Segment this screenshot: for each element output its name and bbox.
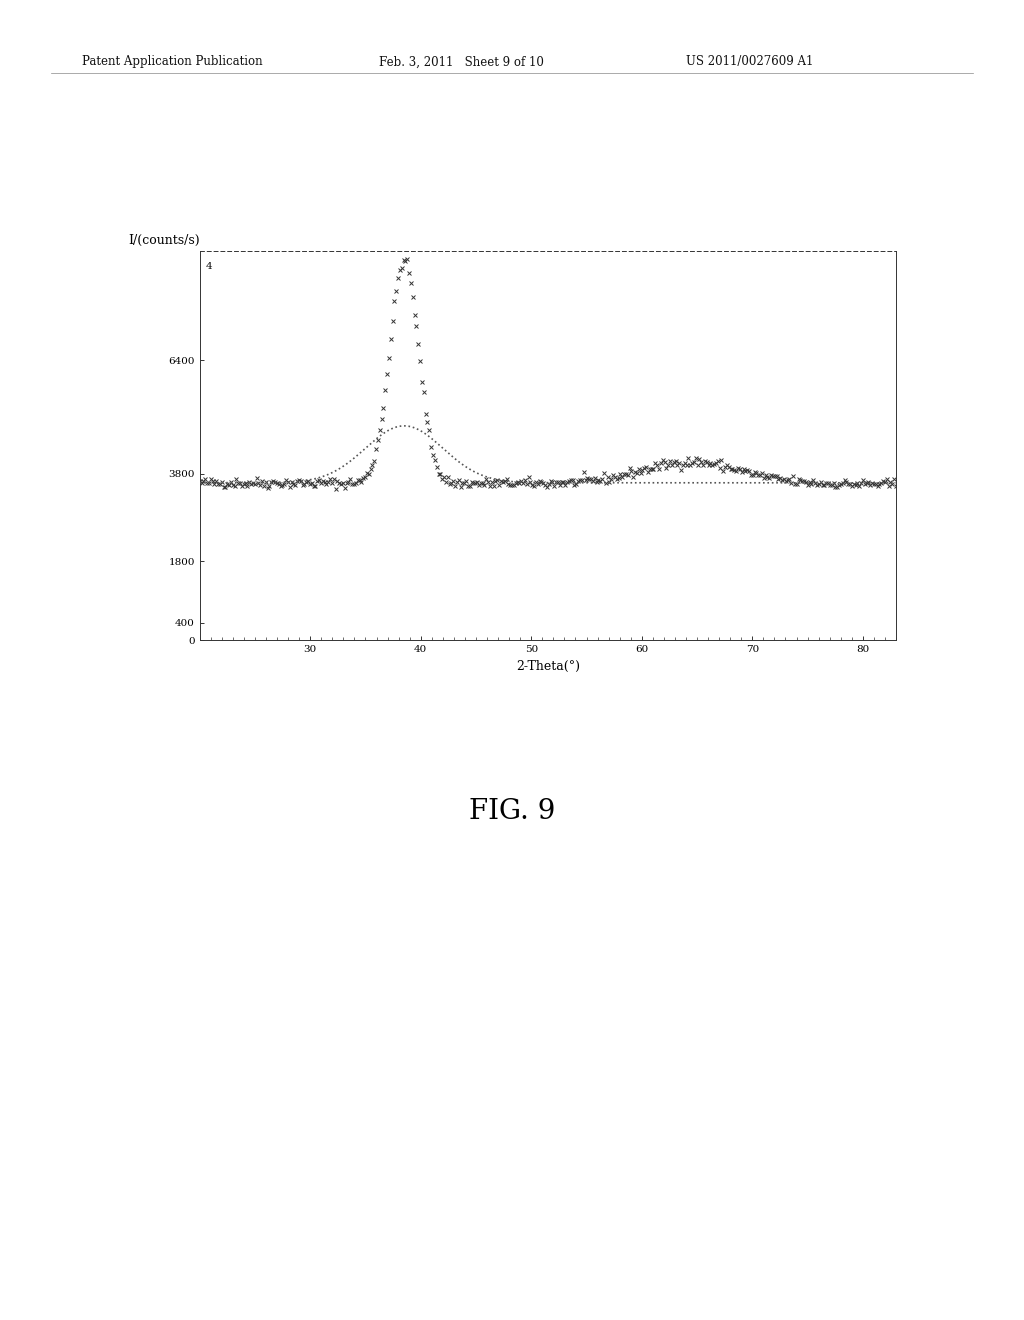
Text: FIG. 9: FIG. 9 [469,799,555,825]
Text: US 2011/0027609 A1: US 2011/0027609 A1 [686,55,813,69]
Text: I/(counts/s): I/(counts/s) [128,234,200,247]
Text: Feb. 3, 2011   Sheet 9 of 10: Feb. 3, 2011 Sheet 9 of 10 [379,55,544,69]
Text: Patent Application Publication: Patent Application Publication [82,55,262,69]
Text: 4: 4 [205,263,212,272]
X-axis label: 2-Theta(°): 2-Theta(°) [516,660,580,673]
